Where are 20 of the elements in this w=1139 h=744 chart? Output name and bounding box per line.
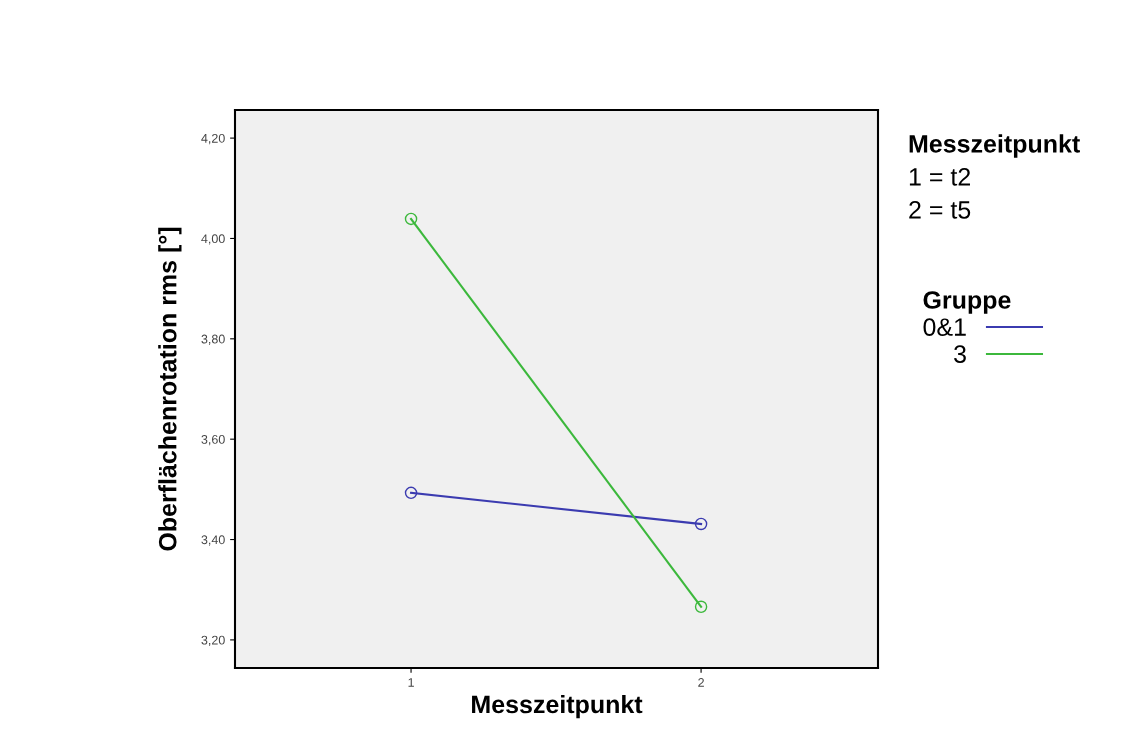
- x-tick-label: 2: [698, 678, 704, 687]
- text: Messzeitpunkt: [909, 134, 1080, 158]
- y-tick-label: 3,40: [201, 535, 225, 546]
- x-tick-label: 1: [408, 678, 414, 687]
- y-tick-label: 4,00: [201, 234, 225, 245]
- y-axis-title: Oberflächenrotation rms [°]: [158, 227, 182, 551]
- point: [404, 486, 418, 500]
- y-tick-label: 3,20: [201, 635, 225, 647]
- legend-label: 0&1: [923, 318, 966, 336]
- x-axis-title: Messzeitpunkt: [472, 694, 643, 719]
- y-tick-label: 4,20: [201, 133, 225, 145]
- legend-label: 3: [954, 345, 966, 363]
- legend-title: Gruppe: [923, 291, 1011, 314]
- point: [404, 212, 418, 226]
- y-tick-label: 3,60: [201, 434, 225, 446]
- point: [694, 517, 708, 531]
- y-tick-label: 3,80: [201, 334, 225, 345]
- text: 1 = t2: [909, 168, 970, 186]
- text: 2 = t5: [909, 201, 971, 219]
- point: [694, 600, 708, 614]
